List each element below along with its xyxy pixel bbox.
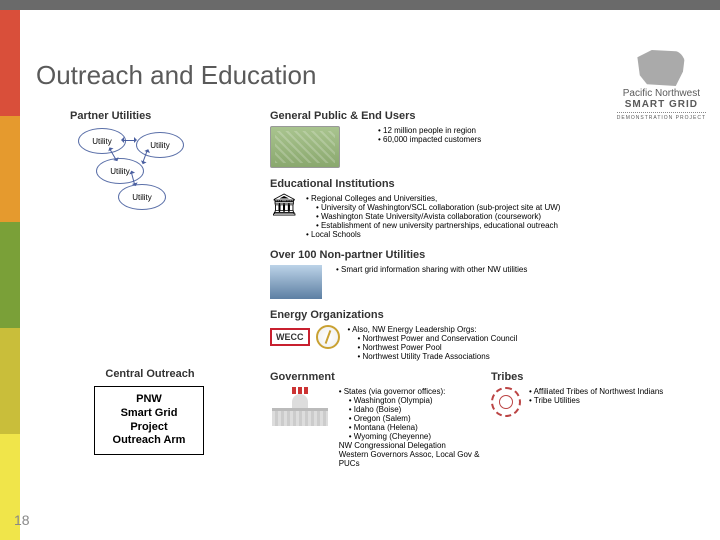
energy-heading: Energy Organizations — [270, 309, 706, 321]
tribes-section: Tribes Affiliated Tribes of Northwest In… — [491, 371, 706, 468]
box-line: Outreach Arm — [101, 434, 197, 448]
edu-nested: University of Washington/SCL collaborati… — [306, 203, 561, 230]
general-public-heading: General Public & End Users — [270, 110, 706, 122]
central-outreach-section: Central Outreach PNW Smart Grid Project … — [70, 368, 270, 455]
bullet-item: States (via governor offices): — [339, 387, 485, 396]
bullet-item: Washington State University/Avista colla… — [316, 212, 561, 221]
bullet-item: 12 million people in region — [378, 126, 481, 135]
bullet-item: Idaho (Boise) — [349, 405, 485, 414]
map-icon — [270, 126, 340, 168]
left-column: Partner Utilities Utility Utility Utilit… — [70, 110, 270, 455]
logo-line1: Pacific Northwest — [617, 88, 706, 99]
institution-icon: 🏛 — [270, 194, 298, 216]
bullet-item: 60,000 impacted customers — [378, 135, 481, 144]
tribes-bullets: Affiliated Tribes of Northwest Indians T… — [529, 387, 663, 405]
building-icon — [270, 265, 322, 299]
general-public-section: General Public & End Users 12 million pe… — [270, 110, 706, 168]
bullet-item: University of Washington/SCL collaborati… — [316, 203, 561, 212]
utility-cluster-diagram: Utility Utility Utility Utility — [78, 128, 218, 218]
bullet-item: Establishment of new university partners… — [316, 221, 561, 230]
right-column: General Public & End Users 12 million pe… — [270, 110, 706, 468]
capitol-icon — [270, 387, 331, 427]
bullet-item: Also, NW Energy Leadership Orgs: — [348, 325, 518, 334]
bullet-item: Northwest Utility Trade Associations — [358, 352, 518, 361]
energy-section: Energy Organizations WECC Also, NW Energ… — [270, 309, 706, 361]
bullet-item: Northwest Power Pool — [358, 343, 518, 352]
wecc-logo: WECC — [270, 328, 310, 346]
page-number: 18 — [14, 512, 30, 528]
logo-line2: SMART GRID — [617, 99, 706, 110]
energy-nested: Northwest Power and Conservation Council… — [348, 334, 518, 361]
bullet-item: Tribe Utilities — [529, 396, 663, 405]
edu-bullets2: Local Schools — [306, 230, 561, 239]
tribal-seal-icon — [491, 387, 521, 417]
compass-icon — [316, 325, 340, 349]
gov-line: NW Congressional Delegation — [339, 441, 485, 450]
bullet-item: Oregon (Salem) — [349, 414, 485, 423]
gov-line: Western Governors Assoc, Local Gov & PUC… — [339, 450, 485, 468]
bullet-item: Local Schools — [306, 230, 561, 239]
box-line: PNW — [101, 393, 197, 407]
gov-nested: Washington (Olympia) Idaho (Boise) Orego… — [339, 396, 485, 441]
bullet-item: Northwest Power and Conservation Council — [358, 334, 518, 343]
tribes-heading: Tribes — [491, 371, 706, 383]
educational-heading: Educational Institutions — [270, 178, 706, 190]
bullet-item: Regional Colleges and Universities, — [306, 194, 561, 203]
side-color-bar — [0, 10, 20, 540]
general-public-bullets: 12 million people in region 60,000 impac… — [378, 126, 481, 144]
top-bar — [0, 0, 720, 10]
nonpartner-heading: Over 100 Non-partner Utilities — [270, 249, 706, 261]
box-line: Smart Grid — [101, 407, 197, 421]
gov-bullets: States (via governor offices): — [339, 387, 485, 396]
box-line: Project — [101, 421, 197, 435]
washington-state-icon — [637, 50, 685, 86]
bullet-item: Smart grid information sharing with othe… — [336, 265, 527, 274]
slide-title: Outreach and Education — [36, 60, 316, 91]
bullet-item: Affiliated Tribes of Northwest Indians — [529, 387, 663, 396]
gov-tribes-row: Government States (via governor offices)… — [270, 371, 706, 468]
government-section: Government States (via governor offices)… — [270, 371, 485, 468]
educational-section: Educational Institutions 🏛 Regional Coll… — [270, 178, 706, 239]
bullet-item: Montana (Helena) — [349, 423, 485, 432]
partner-utilities-heading: Partner Utilities — [70, 110, 270, 122]
utility-node: Utility — [118, 184, 166, 210]
bidirectional-arrow-icon — [122, 140, 136, 141]
utility-node: Utility — [136, 132, 184, 158]
bullet-item: Washington (Olympia) — [349, 396, 485, 405]
gov-heading: Government — [270, 371, 485, 383]
nonpartner-section: Over 100 Non-partner Utilities Smart gri… — [270, 249, 706, 299]
energy-bullets: Also, NW Energy Leadership Orgs: — [348, 325, 518, 334]
outreach-arm-box: PNW Smart Grid Project Outreach Arm — [94, 386, 204, 455]
edu-bullets: Regional Colleges and Universities, — [306, 194, 561, 203]
nonpartner-bullets: Smart grid information sharing with othe… — [336, 265, 527, 274]
central-outreach-heading: Central Outreach — [70, 368, 230, 380]
bullet-item: Wyoming (Cheyenne) — [349, 432, 485, 441]
